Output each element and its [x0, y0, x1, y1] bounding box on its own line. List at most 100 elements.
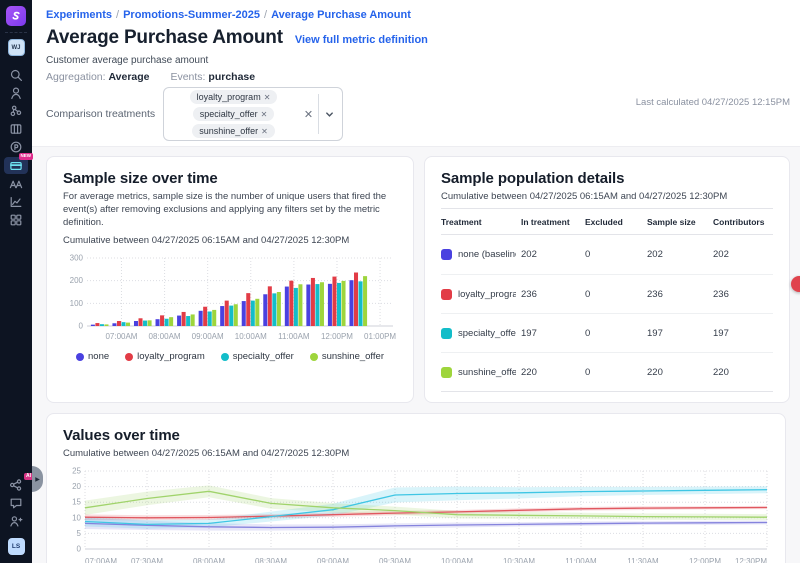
sidebar-item-metric-panel[interactable]: NEW	[4, 153, 33, 174]
sidebar-item-pulse-circle[interactable]	[4, 138, 28, 156]
cell-in_treatment: 197	[521, 327, 537, 339]
treatment-chip[interactable]: sunshine_offer ✕	[192, 124, 275, 138]
breadcrumb-metric-name[interactable]: Average Purchase Amount	[271, 9, 411, 21]
workspace-badge[interactable]: WJ	[7, 39, 25, 56]
svg-text:08:00AM: 08:00AM	[193, 557, 225, 563]
new-badge: NEW	[18, 153, 33, 160]
treatment-name: specialty_offer	[458, 327, 516, 339]
cell-contributors: 202	[713, 249, 729, 260]
treatment-color-swatch	[441, 327, 452, 339]
page-header: Experiments / Promotions-Summer-2025/Avera…	[32, 0, 800, 147]
sidebar-item-ab-compare[interactable]	[4, 175, 28, 193]
sidebar-expand-handle[interactable]: ▶	[32, 466, 43, 492]
aggregation-label: Aggregation:	[46, 71, 106, 83]
sidebar-item-ai-nodes[interactable]: AI	[4, 473, 33, 494]
view-metric-definition-link[interactable]: View full metric definition	[294, 34, 428, 46]
svg-text:5: 5	[77, 529, 82, 538]
svg-text:08:00AM: 08:00AM	[149, 332, 181, 341]
sidebar-nav: NEW	[4, 66, 33, 229]
comparison-treatments-select[interactable]: loyalty_program ✕ specialty_offer ✕ sunshine…	[163, 87, 344, 141]
chip-remove-icon[interactable]: ✕	[263, 92, 271, 102]
segments-icon	[10, 105, 22, 117]
statsig-logo[interactable]	[6, 6, 26, 26]
comparison-row: Comparison treatments loyalty_program ✕ sp…	[46, 87, 786, 141]
sidebar-item-search[interactable]	[4, 66, 28, 84]
table-row[interactable]: loyalty_program 236 0 236 236	[441, 274, 773, 313]
logo-glyph	[12, 11, 20, 20]
values-title: Values over time	[63, 427, 180, 444]
population-table: Treatment In treatment Excluded Sample size…	[441, 208, 773, 392]
chip-label: specialty_offer	[199, 109, 258, 119]
sidebar-item-columns[interactable]	[4, 120, 28, 138]
legend-item-none[interactable]: none	[76, 351, 109, 362]
breadcrumb-separator: /	[116, 9, 120, 21]
cell-excluded: 0	[585, 288, 591, 300]
sample-size-bar-chart[interactable]: 0 100 200 300 07:00AM 08:00AM 09:00AM 10:00AM 11…	[63, 252, 397, 348]
svg-text:25: 25	[72, 467, 81, 476]
sidebar: WJ NEW AI LS	[0, 0, 33, 563]
values-line-chart[interactable]: 0 5 10 15 20 25 07:00AM 07:30AM 08:00AM 08:30AM 09…	[63, 465, 775, 563]
population-title: Sample population details	[441, 170, 625, 187]
breadcrumb-experiment-name[interactable]: Promotions-Summer-2025	[123, 9, 261, 21]
cell-excluded: 0	[585, 249, 591, 260]
treatment-color-swatch	[441, 366, 452, 378]
legend-label: specialty_offer	[232, 351, 294, 363]
treatment-color-swatch	[441, 288, 452, 300]
population-range: Cumulative between 04/27/2025 06:15AM an…	[441, 191, 728, 202]
cell-contributors: 197	[713, 327, 729, 339]
svg-text:0: 0	[77, 545, 82, 554]
pulse-circle-icon	[10, 141, 22, 153]
bar-chart-legend: none loyalty_program specialty_offer sunshi…	[63, 351, 397, 362]
svg-text:10:30AM: 10:30AM	[503, 557, 535, 563]
sample-population-card: Sample population details Cumulative bet…	[424, 156, 790, 403]
treatment-chips: loyalty_program ✕ specialty_offer ✕ sunshine…	[168, 90, 299, 138]
cell-contributors: 236	[713, 288, 729, 300]
legend-item-specialty_offer[interactable]: specialty_offer	[220, 351, 294, 363]
svg-text:15: 15	[72, 498, 81, 507]
columns-icon	[10, 124, 22, 134]
legend-item-sunshine_offer[interactable]: sunshine_offer	[309, 351, 384, 362]
sidebar-divider	[5, 32, 27, 33]
table-row[interactable]: sunshine_offer 220 0 220 220	[441, 352, 773, 391]
clear-all-icon[interactable]: ✕	[303, 108, 314, 121]
treatment-name: sunshine_offer	[458, 366, 516, 378]
main-area: Experiments / Promotions-Summer-2025/Avera…	[32, 0, 800, 563]
svg-text:11:00AM: 11:00AM	[565, 557, 597, 563]
table-row[interactable]: none (baseline) 202 0 202 202	[441, 235, 773, 274]
sidebar-item-dashboard-grid[interactable]	[4, 211, 28, 229]
svg-text:300: 300	[70, 254, 84, 263]
chip-label: sunshine_offer	[199, 126, 259, 136]
svg-text:10: 10	[72, 513, 81, 522]
chip-remove-icon[interactable]: ✕	[260, 109, 268, 119]
cell-in_treatment: 202	[521, 249, 537, 260]
treatment-name: loyalty_program	[458, 288, 516, 300]
sidebar-item-segments[interactable]	[4, 102, 28, 120]
cell-sample_size: 202	[647, 249, 663, 260]
help-chat-icon	[10, 498, 22, 509]
svg-text:07:00AM: 07:00AM	[85, 557, 117, 563]
svg-text:0: 0	[79, 322, 84, 331]
ai-nodes-icon	[10, 479, 22, 491]
cell-in_treatment: 236	[521, 288, 537, 300]
svg-text:08:30AM: 08:30AM	[255, 557, 287, 563]
sidebar-item-line-chart[interactable]	[4, 193, 28, 211]
table-header-row: Treatment In treatment Excluded Sample size…	[441, 209, 773, 235]
chip-remove-icon[interactable]: ✕	[261, 126, 268, 136]
cell-in_treatment: 220	[521, 366, 537, 378]
last-calculated-text: Last calculated 04/27/2025 12:15PM	[635, 97, 790, 108]
legend-item-loyalty_program[interactable]: loyalty_program	[125, 351, 205, 362]
treatment-chip[interactable]: specialty_offer ✕	[192, 107, 275, 121]
line-chart-icon	[10, 197, 22, 207]
sidebar-item-person[interactable]	[4, 84, 28, 102]
treatment-name: none (baseline)	[458, 249, 516, 260]
sidebar-item-invite-user[interactable]	[4, 512, 28, 530]
chevron-down-icon[interactable]	[319, 110, 340, 119]
treatment-chip[interactable]: loyalty_program ✕	[189, 90, 278, 104]
breadcrumb-experiments[interactable]: Experiments	[46, 9, 113, 21]
table-row[interactable]: specialty_offer 197 0 197 197	[441, 313, 773, 352]
sidebar-item-help-chat[interactable]	[4, 494, 28, 512]
user-badge[interactable]: LS	[7, 538, 25, 555]
floating-action-button[interactable]	[791, 276, 800, 292]
sample-size-card: Sample size over time For average metric…	[46, 156, 414, 403]
